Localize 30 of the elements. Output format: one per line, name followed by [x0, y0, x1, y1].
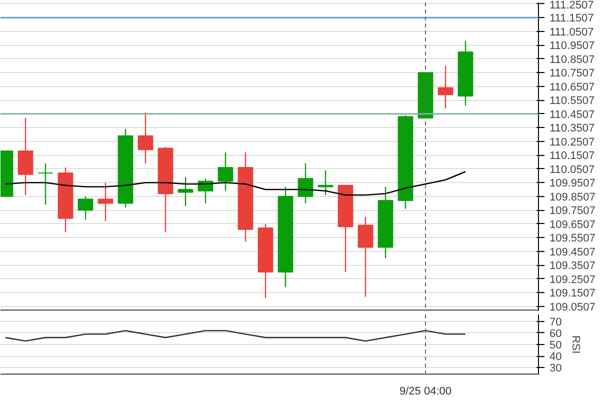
y-tick-label: 109.9507	[550, 178, 596, 190]
y-tick-label: 111.0507	[550, 26, 594, 38]
y-tick-label: 109.7507	[550, 205, 596, 218]
y-tick-label: 110.9507	[550, 40, 595, 52]
y-tick-label: 109.5507	[550, 232, 596, 245]
y-tick-label: 109.1507	[550, 288, 596, 300]
y-tick-label: 109.2507	[550, 274, 596, 286]
y-tick-label: 110.4507	[550, 108, 595, 121]
y-tick-label: 110.1507	[550, 150, 595, 162]
y-tick-label: 110.8507	[550, 54, 595, 66]
y-tick-label: 110.0507	[550, 164, 595, 176]
y-tick-label: 110.5507	[550, 95, 595, 108]
y-tick-label: 110.7507	[550, 68, 595, 80]
y-tick-label: 110.2507	[550, 136, 595, 148]
y-tick-label: 50	[550, 340, 562, 352]
y-tick-label: 109.6507	[550, 218, 596, 231]
y-tick-label: 110.6507	[550, 81, 595, 94]
x-tick-label: 9/25 04:00	[400, 386, 452, 398]
y-tick-label: 60	[550, 328, 562, 340]
y-tick-label: 30	[550, 362, 562, 375]
y-tick-label: 111.2507	[550, 0, 594, 12]
y-tick-label: 109.4507	[550, 246, 596, 258]
y-tick-label: 109.8507	[550, 191, 596, 204]
y-tick-label: 111.1507	[550, 12, 594, 25]
y-tick-label: 109.3507	[550, 260, 596, 272]
y-tick-label: 110.3507	[550, 122, 595, 135]
y-tick-label: 70	[550, 316, 562, 328]
y-tick-label: 109.0507	[550, 301, 596, 314]
y-axis-title: RSI	[570, 335, 582, 354]
y-tick-label: 40	[550, 351, 562, 364]
